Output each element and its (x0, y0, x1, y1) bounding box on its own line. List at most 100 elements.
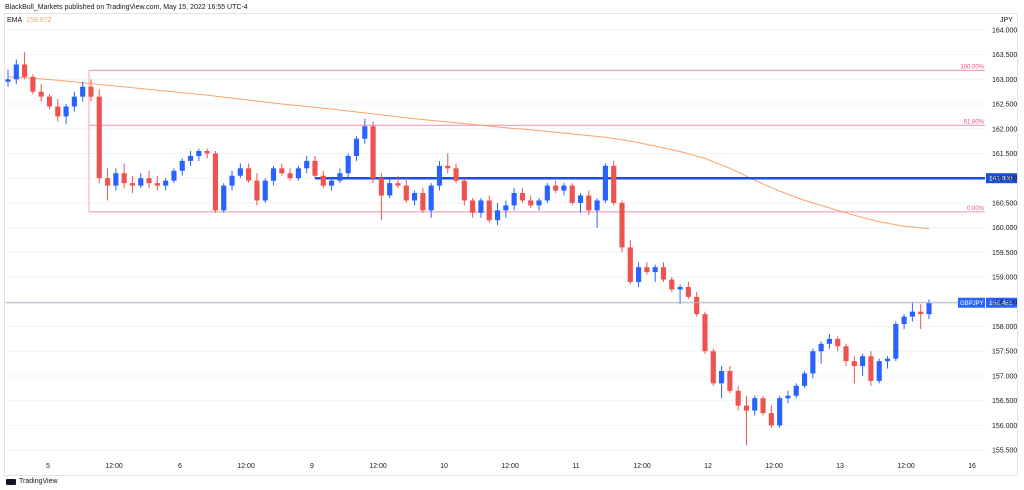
candle-body (370, 126, 376, 179)
price-tick-label: 158.000 (992, 324, 1017, 331)
candle-body (553, 185, 559, 191)
candle-body (810, 351, 816, 374)
candle-body (478, 200, 484, 213)
candle-body (138, 178, 144, 186)
price-axis: 164.000 163.500 163.000 162.500 162.000 161.5… (992, 17, 1017, 455)
candle-body (743, 405, 750, 411)
ema-legend[interactable]: EMA 159.972 (7, 17, 51, 24)
time-tick-label: 9 (310, 463, 314, 470)
candle-body (536, 200, 542, 206)
candle-body (212, 153, 219, 211)
candle-body (677, 286, 683, 290)
publisher-line: BlackBull_Markets published on TradingVi… (5, 4, 248, 11)
chart-frame-right (1017, 13, 1018, 476)
candle-body (46, 96, 53, 107)
candle-body (486, 200, 492, 221)
candle-body (627, 247, 633, 283)
price-tick-label: 164.000 (992, 27, 1017, 34)
candle-body (337, 173, 343, 181)
symbol-tag-bg (958, 297, 985, 308)
candle-body (403, 185, 409, 201)
candle-body (104, 178, 111, 186)
candle-body (652, 267, 658, 273)
ema-path (7, 76, 930, 230)
candle-body (262, 180, 268, 201)
candle-body (868, 356, 874, 381)
time-tick-label: 5 (46, 463, 50, 470)
chart-frame-bottom (4, 475, 1018, 476)
candle-body (287, 173, 293, 179)
candle-body (146, 178, 152, 184)
candle-body (378, 178, 384, 196)
price-tick-label: 158.500 (992, 299, 1017, 306)
ema-label: EMA (7, 17, 23, 24)
price-tick-label: 160.000 (992, 225, 1017, 232)
candle-body (519, 193, 526, 201)
price-tick-label: 162.500 (992, 102, 1017, 109)
price-tick-label: 157.500 (992, 349, 1017, 356)
price-tag-bg (986, 173, 1017, 184)
candle-body (38, 91, 44, 97)
candle-body (710, 351, 716, 384)
time-tick-label: 12:00 (369, 463, 387, 470)
candle-body (818, 343, 824, 352)
candle-body (196, 151, 202, 156)
candle-body (461, 180, 467, 201)
price-tick-label: 156.000 (992, 423, 1017, 430)
candle-body (320, 175, 326, 186)
candle-body (611, 165, 617, 203)
candle-body (826, 338, 833, 344)
fib-level-label: 61.80% (964, 119, 985, 125)
candle-body (229, 175, 235, 186)
candle-body (13, 64, 19, 80)
ema-line (7, 76, 930, 230)
candle-body (494, 210, 501, 221)
candle-body (221, 185, 227, 211)
candle-body (171, 170, 177, 181)
candle-body (445, 165, 451, 169)
candle-body (96, 96, 102, 179)
candle-body (179, 160, 185, 171)
time-tick-label: 12:00 (105, 463, 123, 470)
price-tick-label: 155.500 (992, 448, 1017, 455)
candle-body (544, 185, 550, 201)
fibonacci-retracement: 100.00% 61.80% 0.00% (88, 64, 985, 213)
price-tick-label: 163.500 (992, 52, 1017, 59)
currency-label: JPY (1000, 17, 1013, 24)
time-tick-label: 12:00 (765, 463, 783, 470)
candle-body (22, 64, 28, 77)
candle-body (71, 96, 77, 107)
candle-body (594, 200, 600, 211)
chart-grid (6, 29, 985, 451)
price-tick-label: 162.000 (992, 126, 1017, 133)
fib-level-label: 100.00% (960, 64, 984, 70)
candle-body (636, 267, 642, 283)
price-tick-label: 159.000 (992, 275, 1017, 282)
price-tick-label: 157.000 (992, 373, 1017, 380)
candle-body (345, 155, 351, 174)
candle-body (528, 200, 534, 206)
candle-body (893, 324, 899, 359)
candle-body (80, 86, 86, 97)
candle-body (926, 302, 932, 315)
candle-body (768, 413, 774, 426)
tradingview-brand[interactable]: TradingView (6, 478, 58, 485)
candle-body (843, 346, 849, 362)
candle-body (113, 173, 119, 186)
candle-body (644, 267, 650, 273)
candle-body (187, 155, 194, 161)
candle-body (760, 398, 766, 414)
time-tick-label: 13 (836, 463, 844, 470)
candle-body (718, 371, 725, 384)
candle-body (669, 279, 675, 290)
candle-body (785, 395, 791, 399)
candle-body (694, 296, 700, 315)
price-tick-label: 161.500 (992, 151, 1017, 158)
candle-body (619, 202, 625, 248)
candle-body (30, 76, 36, 92)
candle-body (420, 193, 426, 211)
candle-body (279, 168, 285, 174)
tradingview-logo-icon (6, 478, 16, 485)
candle-body (270, 168, 277, 181)
